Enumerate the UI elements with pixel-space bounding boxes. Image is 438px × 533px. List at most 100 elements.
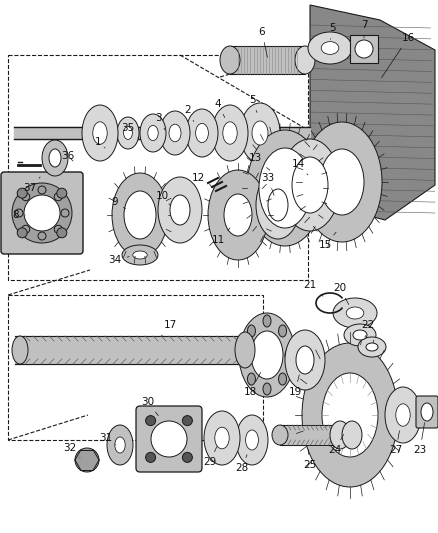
- Text: 1: 1: [95, 137, 105, 148]
- Ellipse shape: [366, 343, 378, 351]
- Text: 29: 29: [203, 447, 217, 467]
- FancyBboxPatch shape: [350, 35, 378, 63]
- Text: 31: 31: [99, 433, 116, 445]
- Ellipse shape: [12, 183, 72, 243]
- Ellipse shape: [308, 32, 352, 64]
- Ellipse shape: [223, 122, 237, 144]
- Ellipse shape: [170, 195, 190, 225]
- Ellipse shape: [285, 330, 325, 390]
- Ellipse shape: [240, 103, 280, 163]
- Ellipse shape: [24, 195, 60, 231]
- Ellipse shape: [169, 124, 181, 142]
- Text: 23: 23: [413, 423, 427, 455]
- Ellipse shape: [322, 373, 378, 457]
- Text: 2: 2: [185, 105, 194, 122]
- Ellipse shape: [57, 188, 67, 198]
- Ellipse shape: [256, 171, 300, 239]
- Text: 36: 36: [61, 151, 74, 161]
- Ellipse shape: [251, 331, 283, 379]
- Ellipse shape: [344, 324, 376, 346]
- Ellipse shape: [38, 232, 46, 240]
- Ellipse shape: [385, 387, 421, 443]
- Text: 18: 18: [244, 373, 261, 397]
- Ellipse shape: [145, 416, 155, 426]
- Ellipse shape: [124, 191, 156, 239]
- Ellipse shape: [224, 194, 252, 236]
- Ellipse shape: [252, 121, 268, 145]
- Ellipse shape: [220, 46, 240, 74]
- Text: 22: 22: [361, 320, 374, 337]
- Text: 24: 24: [328, 434, 344, 455]
- Text: 16: 16: [381, 33, 415, 78]
- Ellipse shape: [145, 453, 155, 463]
- Ellipse shape: [342, 421, 362, 449]
- Ellipse shape: [75, 448, 99, 472]
- Ellipse shape: [296, 346, 314, 374]
- Ellipse shape: [358, 337, 386, 357]
- Text: 13: 13: [248, 153, 270, 170]
- Ellipse shape: [215, 427, 229, 449]
- Text: 30: 30: [141, 397, 158, 416]
- Ellipse shape: [148, 125, 158, 141]
- Text: 37: 37: [23, 177, 40, 193]
- Text: 11: 11: [212, 228, 230, 245]
- Ellipse shape: [279, 373, 286, 385]
- Ellipse shape: [302, 343, 398, 487]
- Text: 28: 28: [235, 455, 249, 473]
- Text: 12: 12: [191, 173, 210, 183]
- Text: 33: 33: [261, 173, 275, 196]
- Ellipse shape: [272, 425, 288, 445]
- Ellipse shape: [330, 421, 350, 449]
- Ellipse shape: [353, 330, 367, 340]
- Ellipse shape: [421, 403, 433, 421]
- Ellipse shape: [61, 209, 69, 217]
- FancyBboxPatch shape: [416, 396, 438, 428]
- Ellipse shape: [122, 245, 158, 265]
- Ellipse shape: [82, 105, 118, 161]
- Ellipse shape: [49, 149, 61, 167]
- Ellipse shape: [259, 148, 311, 228]
- Ellipse shape: [247, 130, 323, 246]
- Ellipse shape: [204, 411, 240, 465]
- Ellipse shape: [15, 209, 23, 217]
- Ellipse shape: [186, 109, 218, 157]
- Text: 6: 6: [259, 27, 268, 57]
- Text: 19: 19: [288, 375, 302, 397]
- Ellipse shape: [280, 139, 340, 231]
- Ellipse shape: [182, 416, 192, 426]
- Text: 3: 3: [155, 113, 165, 130]
- Ellipse shape: [22, 225, 30, 233]
- Ellipse shape: [124, 127, 132, 140]
- Ellipse shape: [302, 122, 382, 242]
- Ellipse shape: [208, 170, 268, 260]
- Ellipse shape: [246, 430, 258, 450]
- Text: 27: 27: [389, 431, 403, 455]
- Ellipse shape: [320, 149, 364, 215]
- Text: 34: 34: [108, 255, 129, 265]
- Ellipse shape: [107, 425, 133, 465]
- Ellipse shape: [38, 186, 46, 194]
- Ellipse shape: [212, 105, 248, 161]
- Ellipse shape: [263, 315, 271, 327]
- Text: 5: 5: [328, 23, 336, 39]
- Ellipse shape: [158, 177, 202, 243]
- Ellipse shape: [12, 336, 28, 364]
- Ellipse shape: [151, 421, 187, 457]
- Text: 7: 7: [360, 20, 367, 38]
- Text: 35: 35: [121, 123, 138, 138]
- Ellipse shape: [285, 349, 293, 361]
- Ellipse shape: [247, 373, 255, 385]
- Ellipse shape: [54, 225, 62, 233]
- FancyBboxPatch shape: [1, 172, 83, 254]
- Ellipse shape: [295, 46, 315, 74]
- Text: 17: 17: [162, 320, 177, 336]
- Text: 14: 14: [291, 159, 308, 175]
- Text: 21: 21: [304, 280, 323, 296]
- Ellipse shape: [140, 114, 166, 152]
- Ellipse shape: [292, 157, 328, 213]
- Ellipse shape: [333, 298, 377, 328]
- Ellipse shape: [268, 189, 288, 221]
- Ellipse shape: [263, 383, 271, 395]
- Ellipse shape: [57, 228, 67, 238]
- Text: 4: 4: [215, 99, 225, 117]
